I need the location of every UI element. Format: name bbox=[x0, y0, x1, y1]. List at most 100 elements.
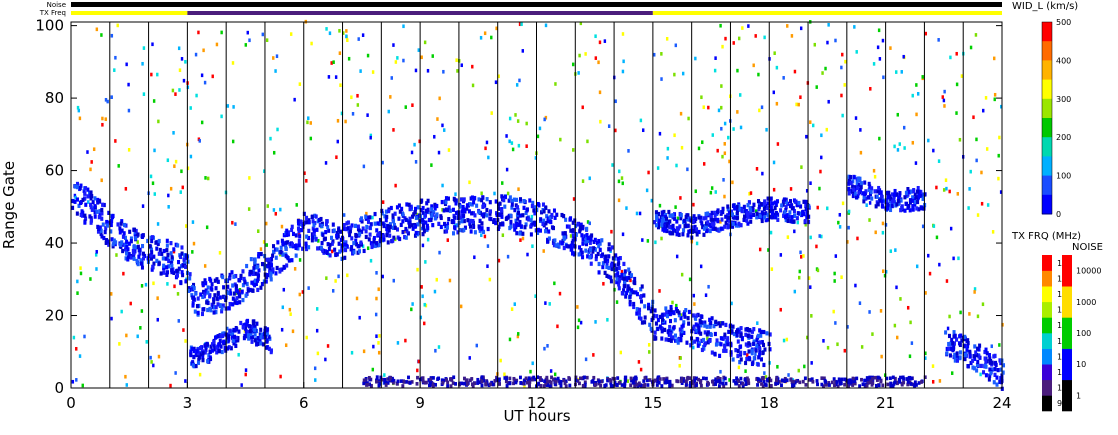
echo-point bbox=[212, 305, 217, 310]
scatter-point bbox=[357, 37, 360, 41]
scatter-point bbox=[639, 367, 643, 372]
echo-point bbox=[593, 247, 597, 252]
echo-point bbox=[235, 296, 239, 301]
scatter-point bbox=[820, 155, 823, 160]
echo-point bbox=[748, 328, 752, 333]
scatter-point bbox=[434, 348, 437, 353]
echo-point bbox=[615, 277, 619, 282]
scatter-point bbox=[375, 296, 378, 301]
echo-point bbox=[760, 218, 764, 224]
echo-point bbox=[220, 309, 224, 314]
echo-point bbox=[86, 187, 90, 192]
echo-point bbox=[140, 265, 144, 270]
echo-point bbox=[760, 216, 764, 221]
echo-point bbox=[425, 223, 429, 228]
echo-point bbox=[905, 201, 909, 206]
echo-point bbox=[708, 213, 712, 218]
ground-echo-point bbox=[923, 375, 927, 380]
echo-point bbox=[609, 263, 613, 268]
echo-point bbox=[284, 246, 288, 252]
echo-point bbox=[751, 208, 755, 213]
scatter-point bbox=[687, 116, 690, 121]
scatter-point bbox=[459, 304, 463, 309]
ground-echo-point bbox=[446, 384, 450, 388]
y-tick-label: 40 bbox=[45, 234, 64, 252]
echo-point bbox=[747, 200, 751, 205]
echo-point bbox=[923, 192, 927, 197]
scatter-point bbox=[218, 250, 222, 255]
scatter-point bbox=[104, 97, 108, 102]
scatter-point bbox=[697, 146, 701, 151]
scatter-point bbox=[76, 279, 79, 284]
ground-echo-point bbox=[886, 382, 890, 387]
echo-point bbox=[71, 198, 75, 204]
echo-point bbox=[752, 356, 756, 361]
scatter-point bbox=[997, 153, 1000, 158]
echo-point bbox=[652, 313, 656, 318]
ground-echo-point bbox=[515, 378, 519, 383]
echo-point bbox=[660, 336, 664, 341]
ground-echo-point bbox=[836, 384, 840, 388]
echo-point bbox=[630, 273, 634, 278]
echo-point bbox=[344, 227, 348, 232]
ground-echo-point bbox=[723, 376, 727, 381]
echo-point bbox=[307, 235, 311, 241]
echo-point bbox=[359, 240, 363, 245]
scatter-point bbox=[423, 302, 426, 307]
scatter-point bbox=[763, 371, 766, 375]
echo-point bbox=[784, 217, 788, 223]
scatter-point bbox=[549, 369, 553, 373]
echo-point bbox=[849, 180, 853, 186]
scatter-point bbox=[576, 305, 579, 309]
echo-point bbox=[135, 245, 139, 250]
scatter-point bbox=[231, 220, 234, 225]
echo-point bbox=[150, 238, 154, 244]
scatter-point bbox=[203, 80, 207, 85]
echo-point bbox=[255, 342, 259, 347]
scatter-point bbox=[515, 83, 519, 87]
ground-echo-point bbox=[656, 375, 660, 380]
ground-echo-point bbox=[591, 379, 595, 383]
echo-point bbox=[269, 261, 273, 266]
echo-point bbox=[320, 221, 324, 226]
scatter-point bbox=[618, 169, 621, 174]
echo-point bbox=[712, 222, 716, 228]
echo-point bbox=[337, 241, 341, 246]
scatter-point bbox=[479, 35, 483, 40]
echo-point bbox=[682, 218, 687, 223]
ground-echo-point bbox=[858, 384, 862, 388]
echo-point bbox=[255, 321, 259, 326]
echo-point bbox=[192, 346, 196, 351]
scatter-point bbox=[969, 169, 972, 174]
echo-point bbox=[460, 219, 464, 224]
velocity-colorbar-swatch bbox=[1042, 102, 1052, 106]
echo-point bbox=[695, 232, 699, 237]
scatter-point bbox=[935, 185, 938, 190]
echo-point bbox=[120, 240, 124, 245]
echo-point bbox=[610, 245, 614, 250]
scatter-point bbox=[757, 72, 760, 77]
scatter-point bbox=[92, 147, 96, 152]
scatter-point bbox=[741, 26, 744, 30]
echo-point bbox=[192, 286, 196, 291]
echo-point bbox=[948, 353, 952, 358]
scatter-point bbox=[140, 284, 144, 288]
echo-point bbox=[899, 198, 903, 203]
scatter-point bbox=[594, 34, 597, 39]
echo-point bbox=[75, 185, 79, 190]
ground-echo-point bbox=[391, 378, 395, 382]
txfreq-colorbar-swatch bbox=[1042, 348, 1052, 365]
echo-point bbox=[792, 209, 796, 214]
scatter-point bbox=[480, 233, 483, 238]
scatter-point bbox=[184, 379, 187, 383]
echo-point bbox=[735, 210, 739, 216]
echo-point bbox=[738, 207, 742, 212]
scatter-point bbox=[366, 246, 370, 251]
scatter-point bbox=[339, 83, 342, 88]
echo-point bbox=[307, 245, 311, 250]
scatter-point bbox=[71, 379, 75, 384]
ground-echo-point bbox=[635, 382, 639, 387]
echo-point bbox=[655, 217, 659, 222]
scatter-point bbox=[215, 42, 219, 47]
echo-point bbox=[233, 328, 237, 333]
